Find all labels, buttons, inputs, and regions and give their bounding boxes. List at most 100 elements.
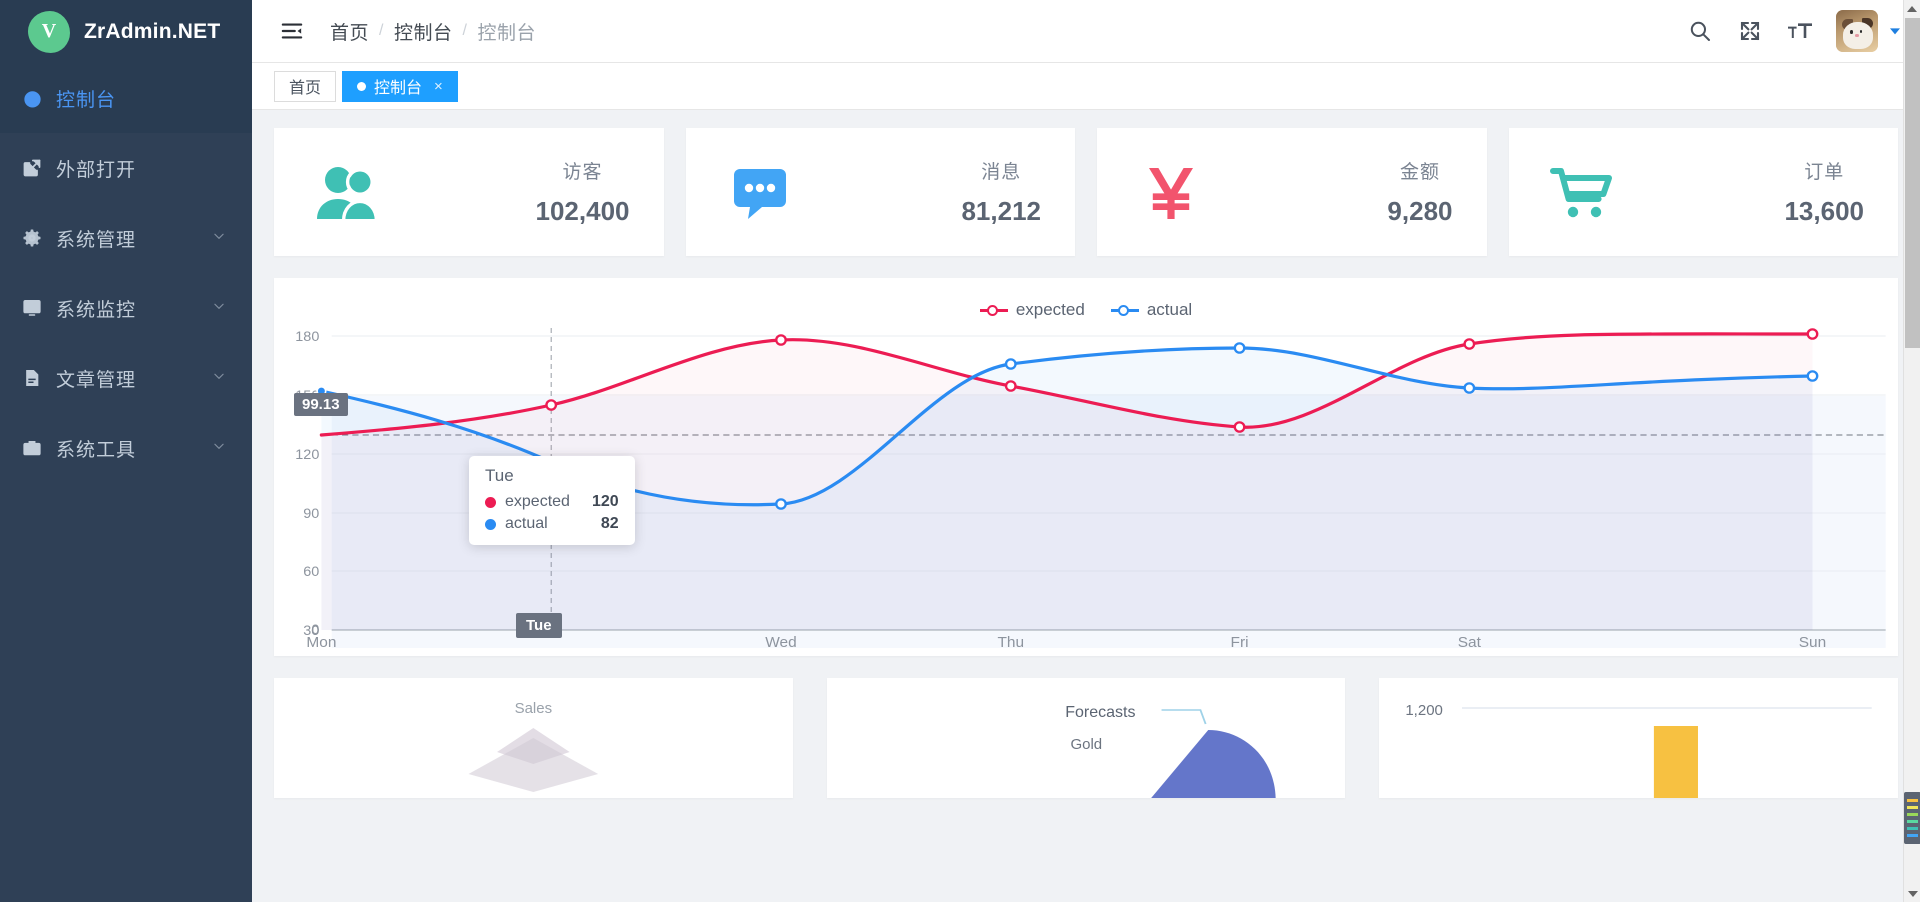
forecasts-pie-graphic [1150, 709, 1276, 798]
legend-item-actual[interactable]: actual [1110, 300, 1192, 320]
scrollbar-marker-widget [1904, 792, 1920, 844]
svg-text:90: 90 [303, 506, 319, 522]
svg-text:30: 30 [303, 623, 319, 639]
y-axis-pointer-badge: 99.13 [294, 393, 348, 416]
stat-card-visitors[interactable]: 访客 102,400 [274, 128, 664, 256]
user-avatar[interactable] [1836, 10, 1878, 52]
brand-logo-icon: V [28, 10, 70, 53]
bar-card-graphic [1462, 707, 1873, 798]
stat-label: 消息 [981, 162, 1022, 183]
brand-title: ZrAdmin.NET [84, 19, 221, 43]
scroll-up-arrow[interactable] [1904, 0, 1920, 17]
weekly-line-chart-card: expected actual [274, 278, 1898, 656]
font-size-icon[interactable] [1786, 17, 1814, 45]
forecasts-card[interactable]: Forecasts Gold [826, 678, 1346, 798]
chevron-down-icon [212, 297, 226, 319]
sidebar-item-external-open[interactable]: 外部打开 [0, 133, 252, 203]
svg-text:120: 120 [295, 447, 319, 463]
svg-text:Sat: Sat [1458, 634, 1482, 648]
external-link-icon [22, 158, 56, 178]
scroll-down-arrow[interactable] [1904, 885, 1920, 902]
scrollbar-thumb[interactable] [1905, 18, 1920, 348]
bar-card-ytick: 1,200 [1405, 702, 1443, 719]
stat-value: 81,212 [961, 196, 1041, 226]
users-icon [308, 163, 388, 221]
breadcrumb-item-home[interactable]: 首页 [330, 22, 370, 44]
sidebar-item-label: 外部打开 [56, 159, 137, 181]
search-icon[interactable] [1686, 17, 1714, 45]
actual-area [321, 348, 1813, 630]
tab-console[interactable]: 控制台 × [342, 70, 458, 102]
sidebar: V ZrAdmin.NET 控制台 [0, 0, 252, 902]
bottom-cards-row: Sales Forecasts Gold 1,200 [274, 678, 1899, 798]
forecasts-sublabel: Gold [1070, 736, 1103, 753]
sidebar-item-dashboard[interactable]: 控制台 [0, 63, 252, 133]
menu-fold-icon[interactable] [274, 13, 310, 49]
briefcase-icon [22, 438, 56, 458]
tab-active-dot [357, 81, 367, 91]
breadcrumb-separator: / [462, 22, 468, 39]
chevron-down-icon [212, 227, 226, 249]
sales-card[interactable]: Sales [274, 678, 793, 798]
brand-header[interactable]: V ZrAdmin.NET [0, 0, 252, 63]
content-area: 访客 102,400 消 [252, 110, 1920, 902]
sidebar-item-label: 系统监控 [56, 299, 137, 321]
fullscreen-icon[interactable] [1736, 17, 1764, 45]
sidebar-item-label: 系统工具 [56, 439, 137, 461]
sales-label: Sales [514, 700, 553, 717]
sidebar-item-system-monitor[interactable]: 系统监控 [0, 273, 252, 343]
stat-label: 金额 [1399, 162, 1440, 183]
sidebar-item-label: 控制台 [56, 89, 117, 111]
stat-card-messages[interactable]: 消息 81,212 [685, 128, 1075, 256]
topbar-actions [1686, 10, 1902, 52]
svg-text:Fri: Fri [1231, 634, 1249, 648]
stat-text: 消息 81,212 [961, 157, 1041, 227]
sidebar-item-label: 文章管理 [56, 369, 137, 391]
breadcrumb-item-current: 控制台 [477, 22, 536, 44]
stats-row: 访客 102,400 消 [274, 128, 1898, 256]
close-icon[interactable]: × [434, 77, 443, 95]
monitor-chart-icon [22, 298, 56, 318]
breadcrumb-separator: / [379, 22, 384, 39]
svg-text:Wed: Wed [765, 634, 796, 648]
svg-text:Sun: Sun [1799, 634, 1826, 648]
tab-label: 控制台 [374, 80, 423, 97]
stat-value: 102,400 [535, 196, 630, 226]
chart-svg: 180 150 120 90 60 30 0 0 [295, 328, 1886, 648]
chart-legend: expected actual [274, 300, 1898, 320]
x-axis-pointer-badge: Tue [516, 613, 562, 638]
sidebar-nav: 控制台 外部打开 [0, 63, 252, 483]
stat-card-amount[interactable]: 金额 9,280 [1097, 128, 1487, 256]
svg-text:0: 0 [311, 623, 319, 639]
expected-markers [545, 328, 1819, 433]
stat-text: 订单 13,600 [1784, 157, 1864, 227]
tab-home[interactable]: 首页 [274, 70, 337, 102]
stat-label: 订单 [1804, 162, 1845, 183]
stat-value: 9,280 [1387, 196, 1453, 226]
legend-item-expected[interactable]: expected [979, 300, 1085, 320]
breadcrumb-item-console[interactable]: 控制台 [393, 22, 453, 44]
main-region: 首页 / 控制台 / 控制台 [252, 0, 1920, 902]
chevron-down-icon [212, 437, 226, 459]
sidebar-item-system-management[interactable]: 系统管理 [0, 203, 252, 273]
document-icon [22, 368, 56, 388]
stat-card-orders[interactable]: 订单 13,600 [1508, 128, 1898, 256]
message-icon [720, 163, 800, 221]
page-scrollbar[interactable] [1903, 0, 1920, 902]
svg-text:Thu: Thu [997, 634, 1024, 648]
brand-logo-glyph: V [41, 20, 57, 42]
caret-down-icon[interactable] [1888, 24, 1902, 38]
bar-card[interactable]: 1,200 [1379, 678, 1899, 798]
sidebar-item-article-management[interactable]: 文章管理 [0, 343, 252, 413]
chart-plot[interactable]: 180 150 120 90 60 30 0 0 [274, 318, 1898, 648]
sidebar-item-system-tools[interactable]: 系统工具 [0, 413, 252, 483]
tab-label: 首页 [289, 80, 322, 97]
gear-icon [22, 228, 56, 248]
svg-text:Mon: Mon [306, 634, 336, 648]
legend-marker-icon [1110, 303, 1139, 317]
svg-text:60: 60 [303, 564, 319, 580]
topbar: 首页 / 控制台 / 控制台 [252, 0, 1920, 63]
legend-label: expected [1015, 300, 1085, 319]
svg-text:180: 180 [295, 329, 319, 345]
